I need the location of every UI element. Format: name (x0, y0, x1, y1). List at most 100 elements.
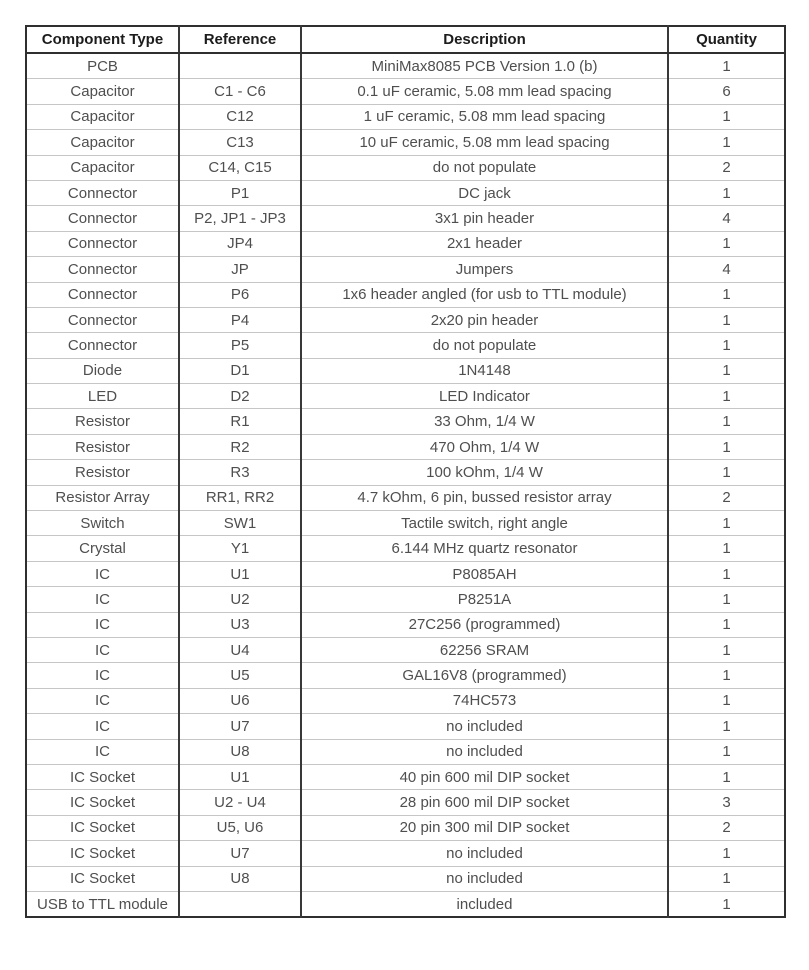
cell: JP (178, 256, 302, 283)
cell: P4 (178, 306, 302, 333)
cell: 1 (667, 586, 785, 613)
cell (178, 890, 302, 918)
cell: do not populate (300, 332, 669, 359)
cell: C13 (178, 129, 302, 156)
cell: D2 (178, 383, 302, 409)
table-row: IC U4 62256 SRAM 1 (26, 636, 785, 663)
table-row: Connector P1 DC jack 1 (26, 179, 785, 206)
cell: no included (300, 713, 669, 740)
bom-table-header: Component Type Reference Description Quanti… (26, 26, 785, 54)
cell: P2, JP1 - JP3 (178, 205, 302, 232)
table-row: IC Socket U8 no included 1 (26, 865, 785, 892)
table-row: IC U7 no included 1 (26, 713, 785, 740)
cell: do not populate (300, 154, 669, 181)
column-header: Reference (178, 26, 302, 54)
cell: 1 (667, 687, 785, 714)
cell: 4.7 kOhm, 6 pin, bussed resistor array (300, 484, 669, 511)
table-row: Capacitor C1 - C6 0.1 uF ceramic, 5.08 mm … (26, 78, 785, 105)
cell: P8251A (300, 586, 669, 613)
cell: 1 (667, 129, 785, 156)
cell: Capacitor (26, 154, 180, 181)
cell: 1 (667, 560, 785, 587)
bom-table-body: PCB MiniMax8085 PCB Version 1.0 (b) 1 Capac… (26, 52, 785, 918)
cell: IC Socket (26, 763, 180, 790)
cell: RR1, RR2 (178, 484, 302, 511)
table-row: Diode D1 1N4148 1 (26, 357, 785, 384)
cell: Diode (26, 357, 180, 384)
cell: IC (26, 662, 180, 689)
table-row: Capacitor C14, C15 do not populate 2 (26, 154, 785, 181)
cell: D1 (178, 357, 302, 384)
cell: C12 (178, 103, 302, 130)
cell: U5 (178, 662, 302, 689)
cell: 1 (667, 433, 785, 460)
cell: 20 pin 300 mil DIP socket (300, 814, 669, 841)
cell: Resistor (26, 408, 180, 435)
cell: 1 (667, 179, 785, 206)
cell: P1 (178, 179, 302, 206)
cell: 1 (667, 408, 785, 435)
bom-table-container: Component Type Reference Description Quanti… (25, 25, 786, 919)
cell: R2 (178, 433, 302, 460)
cell: U3 (178, 611, 302, 638)
cell: Resistor Array (26, 484, 180, 511)
cell: 1 (667, 535, 785, 562)
cell: U4 (178, 636, 302, 663)
cell: 1 (667, 383, 785, 409)
cell: P8085AH (300, 560, 669, 587)
cell: 1 (667, 890, 785, 918)
cell: 2 (667, 814, 785, 841)
header-row: Component Type Reference Description Quanti… (26, 26, 785, 54)
cell: R3 (178, 459, 302, 486)
table-row: LED D2 LED Indicator 1 (26, 383, 785, 409)
cell: 62256 SRAM (300, 636, 669, 663)
cell: P5 (178, 332, 302, 359)
table-row: Connector P4 2x20 pin header 1 (26, 306, 785, 333)
cell: Crystal (26, 535, 180, 562)
cell: 1 (667, 763, 785, 790)
cell: IC Socket (26, 814, 180, 841)
cell: 1 (667, 281, 785, 308)
column-header: Component Type (26, 26, 180, 54)
cell: Connector (26, 256, 180, 283)
column-header: Description (300, 26, 669, 54)
cell: included (300, 890, 669, 918)
cell: U6 (178, 687, 302, 714)
cell: 2x20 pin header (300, 306, 669, 333)
cell: 1 (667, 738, 785, 765)
cell: 1 (667, 840, 785, 866)
cell: IC (26, 687, 180, 714)
cell: Resistor (26, 433, 180, 460)
cell: IC (26, 586, 180, 613)
bom-table: Component Type Reference Description Quanti… (25, 25, 786, 919)
cell: JP4 (178, 230, 302, 257)
table-row: Crystal Y1 6.144 MHz quartz resonator 1 (26, 535, 785, 562)
cell: LED (26, 383, 180, 409)
cell: 1 (667, 713, 785, 740)
cell: IC (26, 713, 180, 740)
cell: 1 (667, 357, 785, 384)
column-header: Quantity (667, 26, 785, 54)
cell: 33 Ohm, 1/4 W (300, 408, 669, 435)
table-row: USB to TTL module included 1 (26, 890, 785, 918)
cell: Tactile switch, right angle (300, 510, 669, 536)
cell: 1 (667, 662, 785, 689)
cell: 1N4148 (300, 357, 669, 384)
cell: GAL16V8 (programmed) (300, 662, 669, 689)
cell: IC (26, 560, 180, 587)
cell: 1x6 header angled (for usb to TTL module… (300, 281, 669, 308)
cell: 6 (667, 78, 785, 105)
table-row: IC Socket U1 40 pin 600 mil DIP socket 1 (26, 763, 785, 790)
cell: U7 (178, 713, 302, 740)
cell: IC Socket (26, 789, 180, 816)
cell: 1 (667, 636, 785, 663)
cell: 3x1 pin header (300, 205, 669, 232)
table-row: IC U3 27C256 (programmed) 1 (26, 611, 785, 638)
cell: 1 (667, 865, 785, 892)
table-row: Capacitor C12 1 uF ceramic, 5.08 mm lead s… (26, 103, 785, 130)
cell: 4 (667, 205, 785, 232)
cell: Resistor (26, 459, 180, 486)
table-row: IC Socket U7 no included 1 (26, 840, 785, 866)
